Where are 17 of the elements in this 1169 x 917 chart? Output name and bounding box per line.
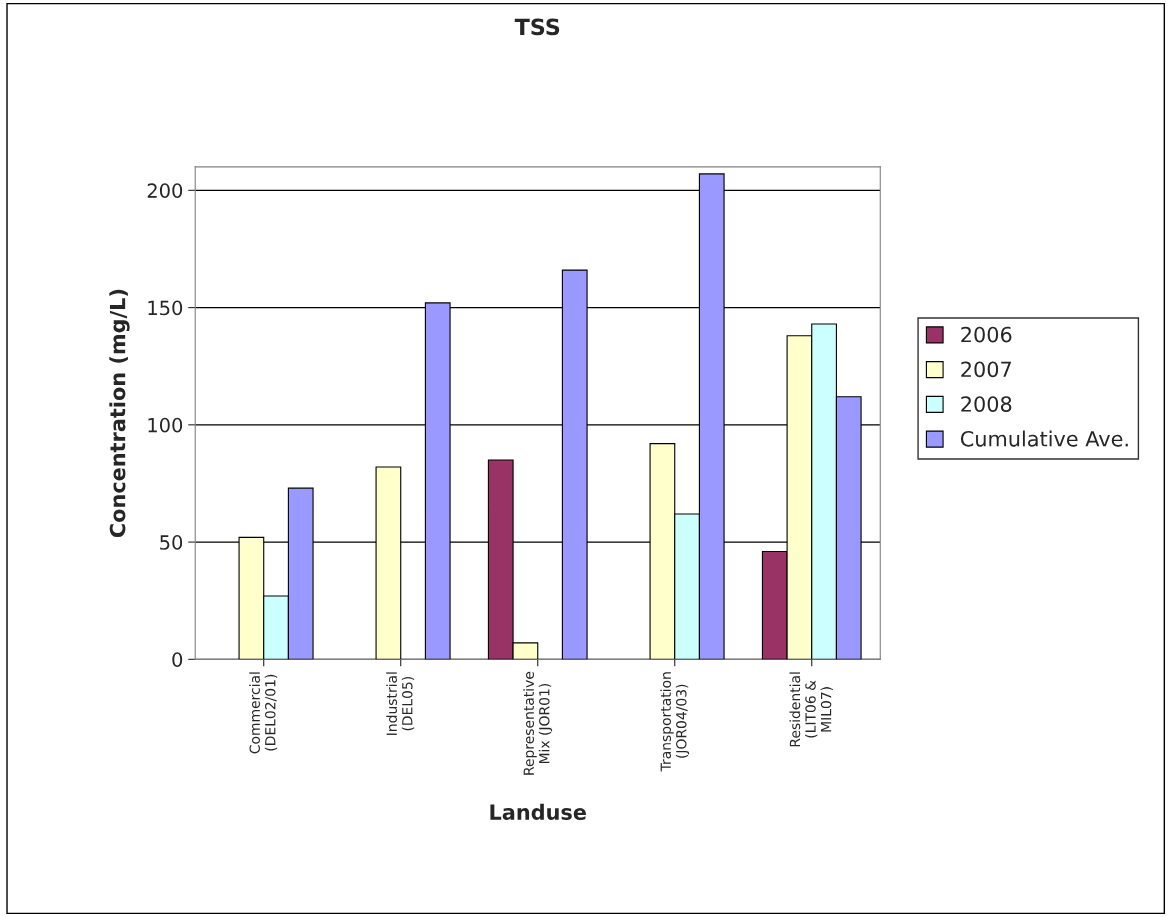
y-axis-title: Concentration (mg/L): [109, 289, 130, 538]
y-tick-label: 150: [148, 300, 183, 316]
y-tick-label: 100: [148, 417, 183, 433]
x-tick-label: Residential (LIT06 & MIL07): [789, 672, 833, 747]
legend-label: 2007: [961, 361, 1011, 378]
legend-label: Cumulative Ave.: [960, 430, 1128, 447]
x-tick-label: Industrial (DEL05): [386, 672, 415, 735]
legend-label: 2006: [961, 326, 1012, 343]
y-tick-label: 200: [147, 183, 183, 199]
x-tick-label: Commercial (DEL02/01): [249, 672, 278, 754]
y-tick-label: 50: [160, 535, 183, 550]
x-tick-label: Transportation (JOR04/03): [660, 672, 690, 772]
x-axis-title: Landuse: [490, 803, 586, 820]
y-tick-label: 0: [172, 652, 183, 667]
legend-label: 2008: [961, 396, 1012, 412]
x-tick-label: Representative Mix (JOR01): [523, 671, 553, 775]
chart-title: TSS: [514, 18, 560, 36]
